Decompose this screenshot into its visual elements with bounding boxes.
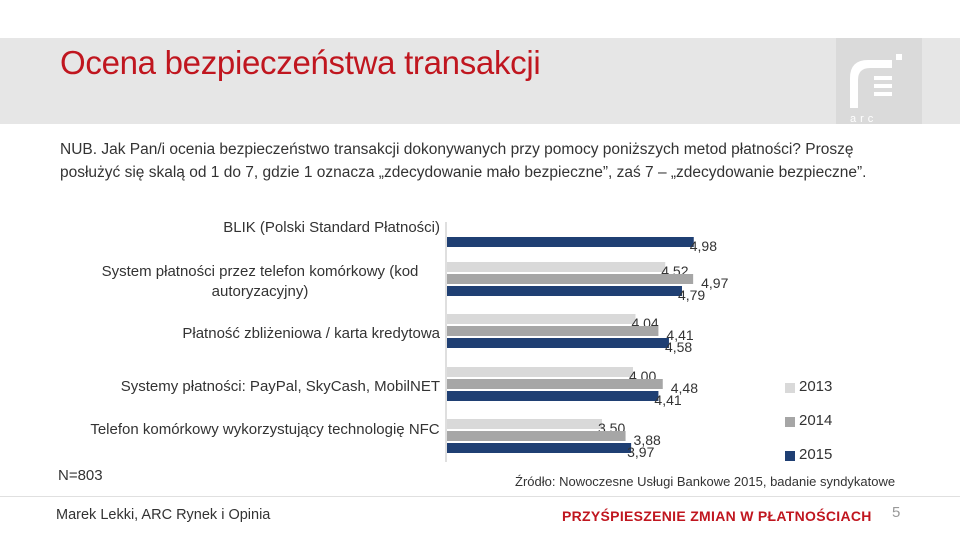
bar-2014-cat-1 xyxy=(447,274,694,284)
bar-2013-cat-3 xyxy=(447,367,633,377)
category-label-paypal: Systemy płatności: PayPal, SkyCash, Mobi… xyxy=(120,378,440,395)
bar-2014-cat-2 xyxy=(447,326,659,336)
data-label-2014-cat-4: 3,88 xyxy=(634,432,661,448)
arc-logo: arc xyxy=(836,38,922,125)
data-label-2015-cat-0: 4,98 xyxy=(690,238,717,254)
data-label-2014-cat-1: 4,97 xyxy=(701,275,728,291)
svg-text:arc: arc xyxy=(850,113,877,124)
bar-2015-cat-2 xyxy=(447,338,669,348)
bar-2014-cat-3 xyxy=(447,379,663,389)
bar-2013-cat-2 xyxy=(447,314,636,324)
legend-item-2013: 2013 xyxy=(785,378,925,398)
bar-2015-cat-1 xyxy=(447,286,682,296)
bar-2013-cat-1 xyxy=(447,262,666,272)
survey-question: NUB. Jak Pan/i ocenia bezpieczeństwo tra… xyxy=(60,141,867,181)
category-label-contactless: Płatność zbliżeniowa / karta kredytowa xyxy=(182,325,440,342)
data-label-2015-cat-1: 4,79 xyxy=(678,287,705,303)
category-label-phone-code: System płatności przez telefon komórkowy… xyxy=(101,263,419,300)
source-note: Źródło: Nowoczesne Usługi Bankowe 2015, … xyxy=(515,474,896,489)
footer-author: Marek Lekki, ARC Rynek i Opinia xyxy=(56,507,271,523)
data-label-2015-cat-2: 4,58 xyxy=(665,339,692,355)
footer-divider xyxy=(0,496,960,497)
legend-item-2015: 2015 xyxy=(785,446,925,466)
header-band xyxy=(0,38,960,124)
sample-size: N=803 xyxy=(58,467,103,484)
bar-2013-cat-4 xyxy=(447,419,602,429)
footer-tagline: PRZYŚPIESZENIE ZMIAN W PŁATNOŚCIACH xyxy=(562,508,872,524)
legend-swatch-2015 xyxy=(785,451,795,461)
page-title: Ocena bezpieczeństwa transakcji xyxy=(60,44,541,81)
bar-2015-cat-0 xyxy=(447,237,694,247)
legend-swatch-2014 xyxy=(785,417,795,427)
data-label-2014-cat-3: 4,48 xyxy=(671,380,698,396)
bar-2015-cat-3 xyxy=(447,391,659,401)
category-label-nfc: Telefon komórkowy wykorzystujący technol… xyxy=(90,421,440,438)
bar-2015-cat-4 xyxy=(447,443,632,453)
page-number: 5 xyxy=(892,504,901,521)
legend-swatch-2013 xyxy=(785,383,795,393)
data-label-2014-cat-2: 4,41 xyxy=(666,327,693,343)
data-label-2015-cat-4: 3,97 xyxy=(627,444,654,460)
legend-item-2014: 2014 xyxy=(785,412,925,432)
category-label-blik: BLIK (Polski Standard Płatności) xyxy=(223,219,440,236)
data-label-2015-cat-3: 4,41 xyxy=(654,392,681,408)
bar-2014-cat-4 xyxy=(447,431,626,441)
